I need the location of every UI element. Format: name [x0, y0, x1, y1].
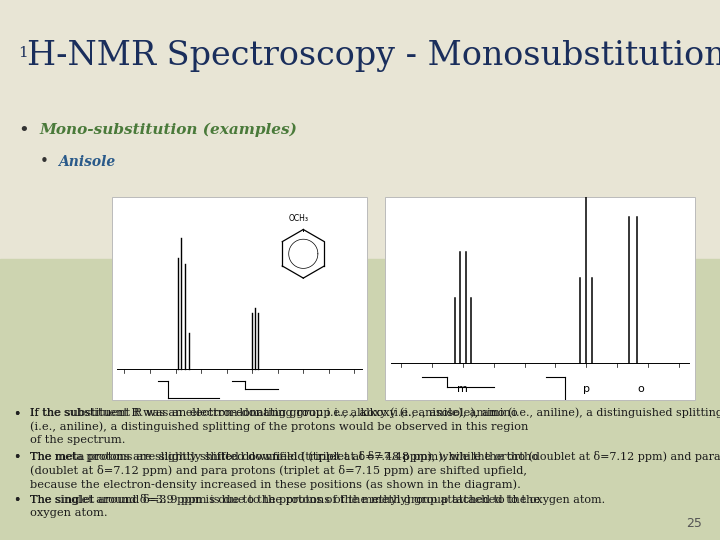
Text: Mono-substitution (examples): Mono-substitution (examples) — [40, 123, 297, 137]
Text: •: • — [40, 154, 48, 170]
Bar — [0, 259, 720, 540]
Text: m: m — [457, 383, 468, 394]
Text: •: • — [13, 408, 20, 421]
Text: OCH₃: OCH₃ — [289, 214, 308, 224]
Bar — [385, 197, 695, 400]
Text: •: • — [13, 494, 20, 507]
Text: •: • — [13, 451, 20, 464]
Text: •: • — [13, 451, 20, 464]
Text: Anisole: Anisole — [58, 155, 115, 169]
Text: 1: 1 — [18, 46, 28, 60]
Text: The meta protons are slightly shifted downfield (triplet at δ=7.48 ppm), while t: The meta protons are slightly shifted do… — [30, 451, 539, 490]
Text: The meta protons are slightly shifted downfield (triplet at δ=7.48 ppm), while t: The meta protons are slightly shifted do… — [30, 451, 720, 462]
Text: •: • — [18, 120, 29, 139]
Text: The singlet around δ=3.9 ppm is due to the protons of the methyl group attached : The singlet around δ=3.9 ppm is due to t… — [30, 494, 606, 505]
Text: If the substituent R was an electron-donating group i.e., alkoxy (i.e., anisole): If the substituent R was an electron-don… — [30, 408, 720, 418]
Text: 25: 25 — [686, 517, 702, 530]
Text: •: • — [13, 494, 20, 507]
Text: o: o — [637, 383, 644, 394]
Text: The singlet around δ=3.9 ppm is due to the protons of the methyl group attached : The singlet around δ=3.9 ppm is due to t… — [30, 494, 541, 518]
Bar — [0, 0, 720, 259]
Text: If the substituent R was an electron-donating group i.e., alkoxy (i.e., anisole): If the substituent R was an electron-don… — [30, 408, 528, 445]
Text: •: • — [13, 408, 20, 421]
Text: H-NMR Spectroscopy - Monosubstitution: H-NMR Spectroscopy - Monosubstitution — [27, 40, 720, 72]
Bar — [112, 197, 367, 400]
Text: p: p — [583, 383, 590, 394]
